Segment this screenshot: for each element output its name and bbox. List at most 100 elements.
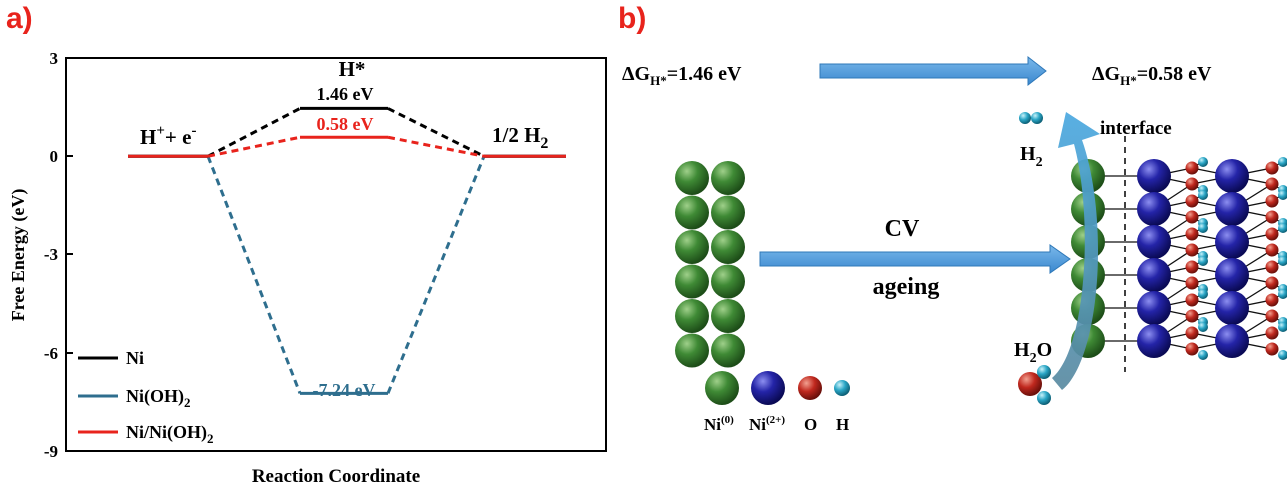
h-atom	[1198, 289, 1208, 299]
ni-energy-label: 1.46 eV	[317, 84, 374, 104]
x-axis-label: Reaction Coordinate	[252, 466, 420, 487]
y-tick-label: -6	[44, 344, 58, 363]
o-atom	[1265, 293, 1279, 307]
panel-a-label: a)	[6, 2, 33, 35]
reactant-state-label: H++ e-	[140, 123, 196, 149]
connector-ni	[207, 107, 301, 158]
o-atom	[1185, 326, 1199, 340]
ni0-atom	[711, 230, 745, 264]
h2-label: H2	[1020, 143, 1043, 170]
ni0-atom	[675, 264, 709, 299]
ni2-atom	[1215, 225, 1249, 259]
ageing-label: ageing	[873, 274, 940, 300]
atom-swatch-h	[834, 380, 850, 396]
o-atom	[1185, 227, 1199, 241]
connector-ni-oh-2	[206, 155, 302, 394]
h-atom	[1278, 256, 1287, 266]
o-atom	[1185, 309, 1199, 323]
o-atom	[1185, 177, 1199, 191]
h-atom	[1278, 289, 1287, 299]
cv-label: CV	[885, 216, 920, 242]
ni0-atom	[711, 195, 745, 230]
ni-nioh2-interface	[1071, 157, 1287, 360]
o-atom	[1185, 342, 1199, 356]
interface-label: interface	[1100, 118, 1172, 139]
atom-label-ni2: Ni(2+)	[749, 414, 785, 434]
atom-swatch-ni2	[751, 371, 785, 405]
connector-ni-ni-oh-2	[387, 135, 485, 158]
o-atom	[1265, 177, 1279, 191]
h-atom	[1198, 350, 1208, 360]
y-axis: 3 0 -3 -6 -9 Free Energy (eV)	[8, 49, 73, 461]
h2o-molecule	[1018, 365, 1051, 405]
ni2-atom	[1215, 291, 1249, 325]
connector-ni-ni-oh-2	[207, 135, 301, 158]
o-atom	[1185, 243, 1199, 257]
o-atom	[1185, 210, 1199, 224]
h-atom	[1198, 256, 1208, 266]
dg-right-label: ΔGH*=0.58 eV	[1092, 63, 1212, 88]
cv-ageing-arrow	[759, 244, 1071, 274]
ni2-atom	[1137, 192, 1171, 226]
o-atom	[1265, 342, 1279, 356]
h2-molecule	[1019, 112, 1043, 124]
y-tick-label: -9	[44, 442, 58, 461]
o-atom	[1265, 260, 1279, 274]
ni2-atom	[1215, 192, 1249, 226]
ni2-atom	[1137, 225, 1171, 259]
y-axis-label: Free Energy (eV)	[8, 189, 29, 322]
o-atom	[1185, 293, 1199, 307]
energy-diagram: 3 0 -3 -6 -9 Free Energy (eV) Reaction C…	[8, 49, 607, 487]
o-atom	[1265, 210, 1279, 224]
h2o-label: H2O	[1014, 339, 1052, 366]
h-atom	[1278, 350, 1287, 360]
atom-label-h: H	[836, 415, 849, 434]
top-arrow	[819, 55, 1047, 87]
ni0-atom	[675, 195, 709, 230]
o-atom	[1265, 227, 1279, 241]
ni2-atom	[1137, 291, 1171, 325]
ni0-atom	[711, 264, 745, 299]
ni0-atom	[675, 333, 709, 368]
pristine-ni-slab	[675, 161, 745, 368]
o-atom	[1265, 326, 1279, 340]
atom-swatch-ni0	[705, 371, 739, 405]
nioh2-energy-label: -7.24 eV	[313, 380, 376, 400]
o-atom	[1185, 194, 1199, 208]
connector-ni	[387, 107, 485, 158]
legend: Ni Ni(OH)2 Ni/Ni(OH)2	[78, 348, 214, 446]
h-atom	[1198, 223, 1208, 233]
series-layer	[128, 106, 566, 395]
product-state-label: 1/2 H2	[492, 123, 548, 152]
h-atom	[1278, 322, 1287, 332]
panel-b-label: b)	[618, 2, 647, 35]
atom-legend: Ni(0) Ni(2+) O H	[704, 371, 850, 434]
atom-swatch-o	[798, 376, 822, 400]
dg-left-label: ΔGH*=1.46 eV	[622, 63, 742, 88]
legend-label-ni: Ni	[126, 348, 144, 368]
mechanism-schematic: ΔGH*=1.46 eV ΔGH*=0.58 eV CV ageing inte…	[622, 55, 1287, 434]
ni2-atom	[1215, 324, 1249, 358]
ni0-atom	[675, 299, 709, 333]
h-atom	[1198, 190, 1208, 200]
ni2-atom	[1137, 258, 1171, 292]
y-tick-label: 0	[50, 147, 59, 166]
y-tick-label: 3	[50, 49, 59, 68]
ni0-atom	[711, 333, 745, 368]
h-atom	[1278, 223, 1287, 233]
o-atom	[1265, 309, 1279, 323]
ni0-atom	[711, 161, 745, 195]
h-atom	[1278, 190, 1287, 200]
ni2-atom	[1137, 324, 1171, 358]
legend-label-nioh2: Ni(OH)2	[126, 386, 191, 410]
o-atom	[1265, 161, 1279, 175]
o-atom	[1185, 260, 1199, 274]
ni0-atom	[675, 230, 709, 264]
atom-label-ni0: Ni(0)	[704, 414, 734, 434]
connector-ni-oh-2	[386, 155, 486, 394]
reaction-curve-arrow	[1052, 112, 1100, 390]
o-atom	[1265, 194, 1279, 208]
ni2-atom	[1137, 159, 1171, 193]
ni2-atom	[1215, 159, 1249, 193]
